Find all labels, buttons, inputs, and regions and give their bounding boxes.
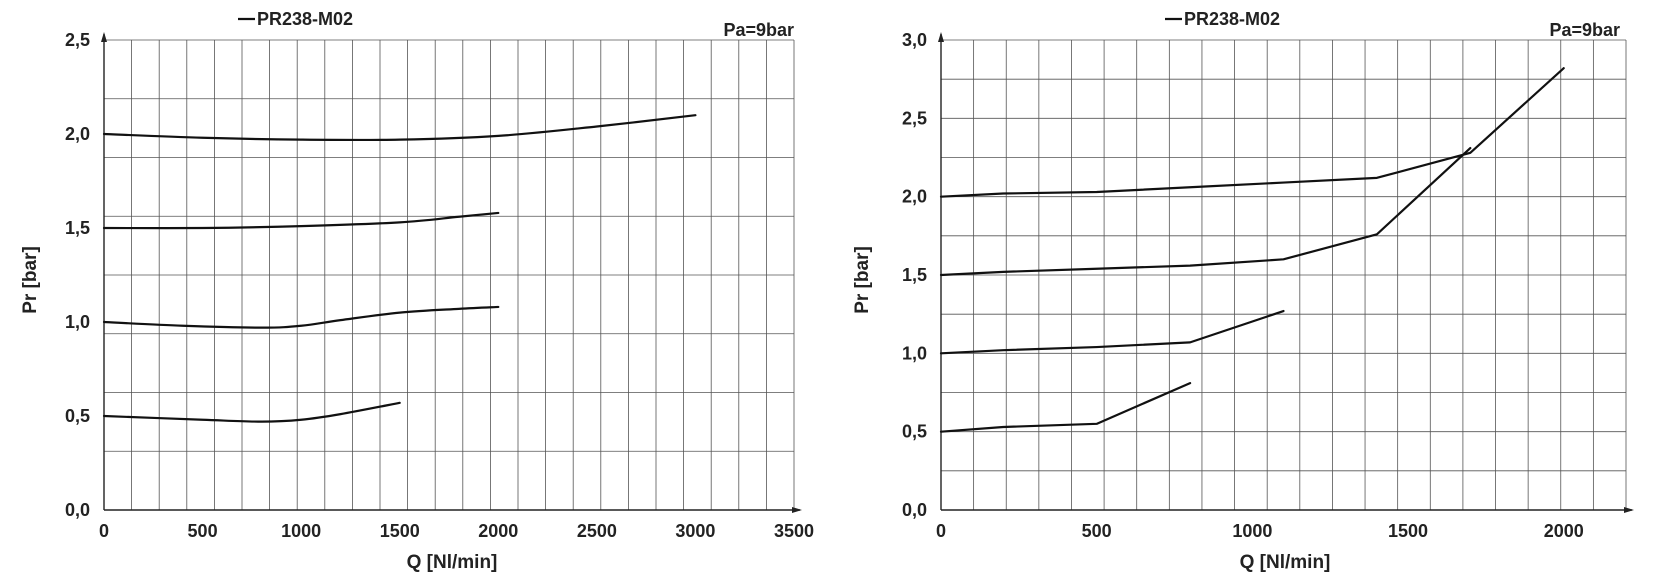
legend-label: PR238-M02: [257, 9, 353, 29]
y-tick-label: 2,5: [65, 30, 90, 50]
y-tick-label: 1,5: [65, 218, 90, 238]
y-tick-label: 0,5: [65, 406, 90, 426]
series-line: [939, 309, 1285, 355]
x-tick-label: 1500: [1388, 521, 1428, 541]
series-line: [102, 305, 500, 329]
series-line: [939, 382, 1192, 433]
y-tick-label: 0,5: [902, 422, 927, 442]
x-tick-label: 2500: [577, 521, 617, 541]
x-tick-label: 2000: [1544, 521, 1584, 541]
x-tick-label: 3000: [675, 521, 715, 541]
pressure-annotation: Pa=9bar: [723, 20, 794, 40]
y-tick-label: 1,5: [902, 265, 927, 285]
chart-left: 0 500 1000 1500 2000 2500 3000 3500 0,0 0,5 1,0 1,5…: [20, 9, 814, 573]
x-axis-title: Q [Nl/min]: [407, 552, 498, 573]
series-line: [102, 401, 401, 423]
series-line: [939, 147, 1472, 277]
y-tick-label: 0,0: [65, 500, 90, 520]
y-tick-label: 3,0: [902, 30, 927, 50]
grid: [941, 39, 1627, 510]
x-tick-label: 500: [1082, 521, 1112, 541]
series-line: [939, 67, 1565, 198]
x-tick-label: 1500: [380, 521, 420, 541]
series-line: [102, 211, 500, 230]
series-line: [102, 114, 697, 142]
x-tick-label: 0: [99, 521, 109, 541]
x-tick-label: 1000: [281, 521, 321, 541]
legend-label: PR238-M02: [1184, 9, 1280, 29]
y-axis-title: Pr [bar]: [852, 246, 873, 314]
y-tick-label: 1,0: [902, 343, 927, 363]
y-tick-label: 2,5: [902, 108, 927, 128]
x-axis-title: Q [Nl/min]: [1240, 552, 1331, 573]
pressure-annotation: Pa=9bar: [1549, 20, 1620, 40]
y-tick-label: 0,0: [902, 500, 927, 520]
y-tick-label: 1,0: [65, 312, 90, 332]
x-axis-arrow-icon: [792, 507, 802, 513]
y-axis-title: Pr [bar]: [20, 246, 41, 314]
y-tick-label: 2,0: [65, 124, 90, 144]
grid: [104, 39, 795, 510]
y-axis-arrow-icon: [101, 32, 107, 42]
y-tick-label: 2,0: [902, 187, 927, 207]
y-axis-arrow-icon: [938, 32, 944, 42]
x-tick-label: 3500: [774, 521, 814, 541]
x-axis-arrow-icon: [1624, 507, 1634, 513]
chart-right: 0 500 1000 1500 2000 0,0 0,5 1,0 1,5 2,0 2,5 3,0 Q […: [852, 9, 1634, 573]
x-tick-label: 0: [936, 521, 946, 541]
x-tick-label: 500: [188, 521, 218, 541]
x-tick-label: 2000: [478, 521, 518, 541]
x-tick-label: 1000: [1232, 521, 1272, 541]
